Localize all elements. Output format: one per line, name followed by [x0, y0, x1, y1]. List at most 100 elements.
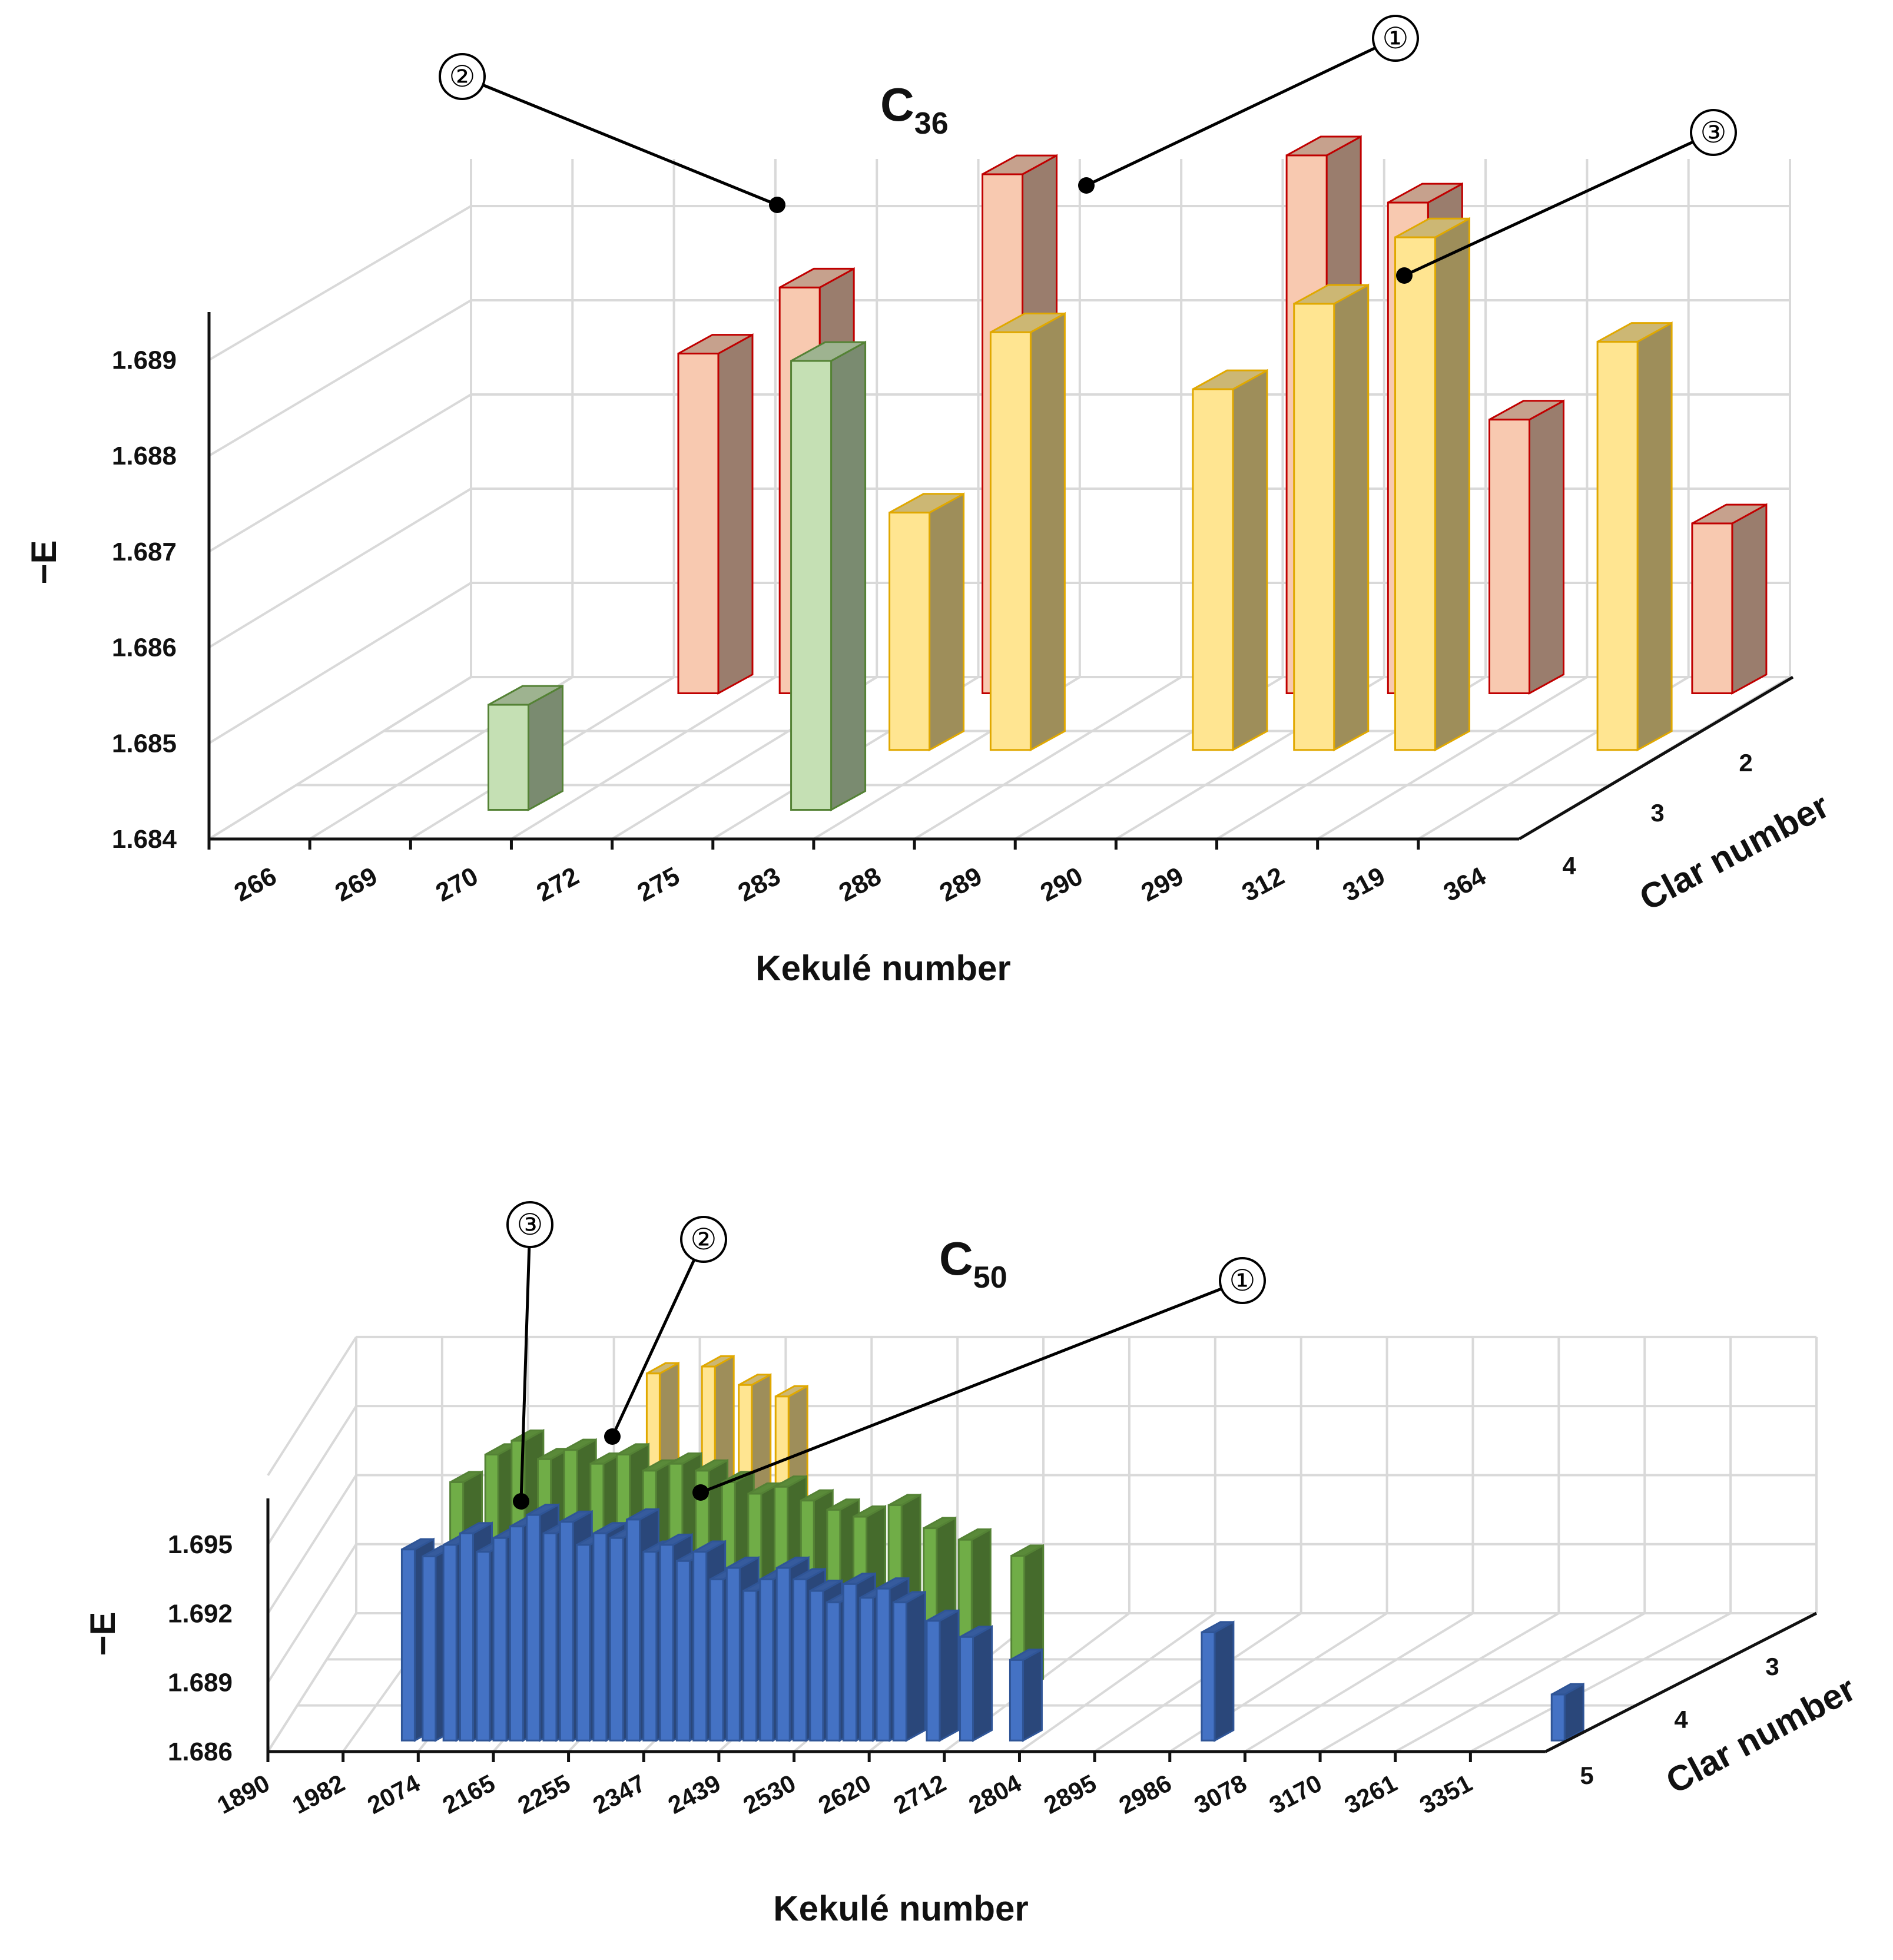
c50-ytick-2: 1.692 [168, 1599, 233, 1628]
c50-xtick-8: 2620 [814, 1769, 876, 1819]
c36-bar-clar4-283-side [830, 340, 867, 812]
c36-ytick-3: 1.687 [112, 538, 177, 566]
c36-bar-clar3-299-front [1293, 303, 1335, 751]
c50-bar-clar5-21-front [759, 1578, 774, 1742]
c50-bar-clar5-30-front [926, 1620, 941, 1742]
c50-callout-2-dot [604, 1428, 621, 1445]
c36-bar-clar4-270 [488, 684, 564, 812]
c50-callout-2-label: ② [691, 1222, 717, 1256]
c36-xtick-5: 283 [734, 861, 785, 907]
c50-bar-clar5-11-front [592, 1532, 608, 1742]
c50-title: C50 [939, 1232, 1007, 1295]
c50-bar-clar5-26-front [842, 1583, 857, 1742]
c50-callout-2-circle [680, 1216, 727, 1263]
c36-floor-grid-11 [1317, 676, 1588, 840]
c50-xtick-14: 3170 [1265, 1769, 1327, 1819]
c50-bar-clar5-15-front [659, 1544, 674, 1742]
c50-bar-clar5-32 [1009, 1648, 1043, 1742]
c36-callout-2-label: ② [449, 59, 476, 94]
c50-bar-clar5-23-front [793, 1578, 808, 1742]
c36-bar-clar4-270-side [528, 684, 564, 812]
c36-bar-clar2-270 [677, 333, 754, 695]
c36-ytick-1: 1.685 [112, 729, 177, 758]
c50-ytick-3: 1.695 [168, 1530, 233, 1559]
c36-callout-3-circle [1690, 109, 1737, 156]
c50-title-subscript: 50 [973, 1261, 1007, 1295]
c36-xtick-8: 290 [1036, 861, 1088, 907]
c36-xtick-2: 270 [431, 861, 483, 907]
c50-xtick-5: 2347 [588, 1769, 650, 1819]
c50-bar-clar5-34-front [1550, 1693, 1566, 1742]
c36-title-main: C [880, 78, 914, 131]
c50-bar-clar5-3-front [459, 1532, 474, 1742]
c50-bar-clar5-31-side [972, 1625, 993, 1742]
c50-xtick-13: 3078 [1189, 1769, 1251, 1819]
c36-title-subscript: 36 [914, 107, 949, 141]
c36-bar-clar3-290-front [1192, 388, 1234, 751]
c50-ytick-1: 1.689 [168, 1669, 233, 1697]
c36-gridline-side-4 [208, 299, 472, 457]
c50-bar-clar5-33-front [1201, 1631, 1216, 1742]
c36-bar-clar3-312 [1394, 217, 1471, 752]
c50-bar-clar5-8-front [542, 1532, 558, 1742]
c50-bar-clar5-32-front [1009, 1659, 1024, 1742]
c50-ztick-2: 3 [1765, 1653, 1779, 1680]
c50-bar-clar5-22-front [775, 1567, 791, 1742]
c36-bar-clar2-364 [1691, 503, 1768, 695]
c36-bar-clar3-364-side [1636, 321, 1673, 752]
c50-xlabel: Kekulé number [773, 1889, 1028, 1928]
c50-bar-clar5-7-front [526, 1514, 541, 1742]
c50-xtick-15: 3261 [1340, 1769, 1402, 1819]
c50-z-axis [1544, 1611, 1818, 1753]
c50-callout-1-label: ① [1229, 1263, 1256, 1298]
c50-xtick-7: 2530 [738, 1769, 800, 1819]
c36-bar-clar3-312-front [1394, 236, 1437, 751]
c36-floor-grid-7 [914, 676, 1182, 840]
c50-xtick-3: 2165 [438, 1769, 500, 1819]
c36-bar-clar3-283-side [929, 492, 965, 752]
c50-bar-clar5-20-front [742, 1590, 758, 1742]
c50-bar-clar5-30 [926, 1609, 960, 1742]
c36-callout-1-label: ① [1383, 21, 1409, 55]
c50-callout-1-dot [692, 1484, 709, 1501]
c36-gridline-side-5 [208, 205, 472, 362]
c50-ylabel: −E [83, 1611, 122, 1656]
c36-bar-clar2-270-front [677, 353, 720, 694]
c36-bar-clar3-288 [989, 311, 1066, 752]
c36-ytick-0: 1.684 [112, 825, 177, 854]
c36-xtick-0: 266 [230, 861, 281, 907]
c50-bar-clar5-33 [1201, 1620, 1235, 1742]
c50-xtick-12: 2986 [1115, 1769, 1176, 1819]
c36-xtick-10: 312 [1237, 861, 1289, 907]
c50-callout-2-leader [611, 1238, 705, 1438]
c50-callout-3-dot [513, 1493, 529, 1510]
c50-bar-clar5-29-front [892, 1601, 907, 1742]
c50-callout-1-leader [700, 1279, 1243, 1494]
c36-bar-clar2-312 [1488, 399, 1565, 695]
c50-bar-clar5-1-front [422, 1555, 437, 1742]
c50-bar-clar5-27-front [859, 1597, 874, 1742]
c50-xtick-2: 2074 [363, 1769, 425, 1819]
c36-bar-clar3-364 [1596, 321, 1673, 752]
c36-bar-clar2-364-front [1691, 522, 1733, 694]
c36-xtick-4: 275 [632, 861, 684, 907]
c50-callout-3-label: ③ [517, 1208, 543, 1242]
c50-xtick-16: 3351 [1415, 1769, 1477, 1819]
c36-callout-2-dot [769, 197, 785, 213]
c36-xtick-7: 289 [935, 861, 987, 907]
c36-bar-clar3-288-side [1029, 311, 1066, 752]
c36-callout-1-circle [1372, 15, 1419, 62]
c50-bar-clar5-16-front [675, 1560, 691, 1742]
c50-bar-clar5-9-front [559, 1521, 574, 1742]
c36-bar-clar2-364-side [1731, 503, 1768, 695]
c50-bar-clar5-24-front [809, 1590, 824, 1742]
c36-bar-clar4-283 [790, 340, 867, 812]
c36-bar-clar2-270-side [717, 333, 754, 695]
c50-bar-clar5-13-front [625, 1518, 641, 1742]
c50-xtick-1: 1982 [288, 1769, 350, 1819]
c36-callout-1-leader [1085, 37, 1397, 187]
c50-xtick-0: 1890 [213, 1769, 274, 1819]
c36-ztick-2: 2 [1739, 749, 1752, 777]
c36-xtick-9: 299 [1136, 861, 1188, 907]
